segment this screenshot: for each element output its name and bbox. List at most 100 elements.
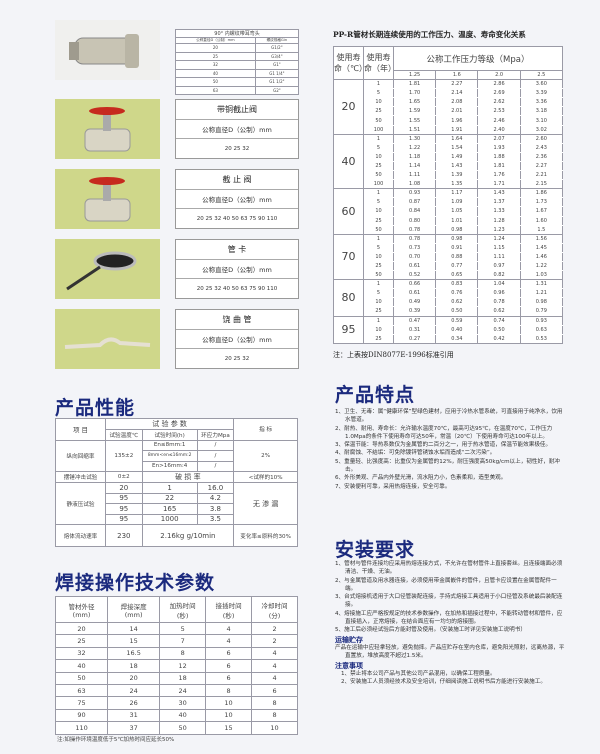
pressure-cell: 0.42 [477, 333, 521, 344]
life-cell: 5 [363, 288, 394, 299]
pressure-cell: 1.70 [392, 88, 437, 99]
pressure-cell: 1.39 [435, 170, 479, 181]
cell: G3/4" [254, 51, 300, 61]
cell: 3.5 [196, 513, 235, 525]
weld-row: 90 31 40 10 8 [54, 708, 298, 723]
temp-cell: 20 [333, 79, 364, 135]
bend-pipe-photo [55, 309, 160, 369]
pressure-cell: 0.78 [477, 297, 521, 308]
pressure-cell: 0.93 [519, 315, 564, 326]
pressure-cell: 1.35 [435, 179, 479, 190]
grade-header: 1.25 [392, 69, 437, 81]
cell: 10 [205, 696, 253, 710]
pressure-cell: 1.11 [392, 170, 437, 181]
cell: En≤8mm:1 [141, 439, 198, 451]
life-cell: 1 [363, 233, 394, 244]
pressure-cell: 1.22 [392, 142, 437, 153]
pressure-cell: 2.53 [477, 106, 521, 117]
cell: 31 [107, 708, 161, 723]
cell: 75 [54, 696, 109, 710]
cell: 10 [251, 721, 298, 735]
cell: 1000 [141, 513, 198, 525]
pressure-cell: 0.80 [392, 215, 437, 226]
pressure-cell: 1.15 [477, 242, 521, 253]
pressure-cell: 1.01 [435, 215, 479, 226]
cell: 26 [107, 696, 161, 710]
cell: G1" [254, 60, 300, 70]
pressure-cell: 2.69 [477, 88, 521, 99]
life-cell: 1 [363, 279, 394, 290]
weld-header: 加热时间(秒) [159, 596, 207, 623]
pressure-cell: 0.96 [477, 288, 521, 299]
life-cell: 5 [363, 142, 394, 153]
row-shrink: 纵向回缩率 [55, 439, 106, 472]
col-time: 试验时间(h) [141, 429, 198, 441]
pressure-cell: 0.34 [435, 333, 479, 344]
performance-heading: 产品性能 [55, 397, 136, 419]
pressure-cell: 0.53 [519, 333, 564, 344]
pressure-cell: 0.65 [435, 270, 479, 281]
pressure-row: 10 1.18 1.49 1.88 2.36 [334, 151, 564, 162]
elbow-col-thread: 螺纹规格Gin [254, 37, 300, 44]
cell: 3.8 [196, 503, 235, 515]
welding-table: 管材外径(mm) 焊接深度(mm) 加热时间(秒) 接插时间(秒) 冷却时间(分) 20… [54, 596, 298, 735]
pressure-cell: 0.98 [435, 233, 479, 244]
notes-title: 注意事项 [335, 661, 363, 670]
product-sizes: 20 25 32 [224, 355, 250, 362]
shrink-index: 2% [233, 439, 298, 472]
pressure-cell: 1.81 [477, 160, 521, 172]
pressure-row: 10 0.31 0.40 0.50 0.63 [334, 324, 564, 335]
weld-row: 50 20 18 6 4 [54, 671, 298, 685]
cell: 6 [205, 646, 253, 661]
col-item: 项 目 [55, 418, 106, 441]
cell: En>16mm:4 [141, 460, 198, 472]
pressure-cell: 2.21 [519, 170, 564, 181]
pressure-row: 40 1 1.30 1.64 2.07 2.60 [333, 133, 564, 190]
elbow-row: 20 G1/2" [175, 43, 300, 53]
pressure-cell: 1.14 [392, 160, 437, 172]
elbow-fitting-icon [69, 34, 139, 68]
product-sizes: 20 25 32 [224, 145, 250, 152]
cell: 50 [175, 77, 256, 87]
pressure-cell: 0.88 [435, 251, 479, 262]
feature-item: 3、保温节能：导热系数仅为金属管的二百分之一，用于热水管道，保温节能效果极佳。 [335, 442, 552, 449]
cell: 4 [251, 671, 298, 685]
pressure-row: 50 1.55 1.96 2.46 3.10 [334, 115, 564, 126]
cell: 8 [205, 683, 253, 698]
grade-header: 2.5 [519, 69, 564, 81]
weld-header: 接插时间(秒) [205, 596, 253, 623]
cell: 2.16kg g/10min [141, 524, 235, 547]
pressure-row: 10 0.70 0.88 1.11 1.46 [334, 251, 564, 262]
cell: 20 [175, 43, 256, 53]
product-name: 截 止 阀 [176, 170, 298, 190]
life-cell: 5 [363, 197, 394, 208]
life-cell: 25 [363, 160, 394, 172]
cell: 50 [159, 721, 207, 735]
pressure-cell: 1.65 [392, 97, 437, 108]
life-cell: 1 [363, 133, 394, 144]
pressure-cell: 0.84 [392, 206, 437, 217]
cell: <试样的10% [233, 471, 298, 483]
elbow-photo [55, 20, 160, 80]
pressure-cell: 0.78 [392, 233, 437, 244]
life-cell: 1 [363, 315, 394, 326]
cell: 50 [54, 671, 109, 685]
cell: 40 [159, 708, 207, 723]
cell: 6 [205, 659, 253, 673]
pressure-cell: 2.08 [435, 97, 479, 108]
cell: 20 [107, 671, 161, 685]
header-temp: 使用寿命（℃） [333, 45, 367, 81]
pressure-cell: 0.77 [435, 260, 479, 272]
life-cell: 50 [363, 270, 394, 281]
cell: 24 [107, 683, 161, 698]
pressure-cell: 3.18 [519, 106, 564, 117]
pressure-cell: 0.62 [435, 297, 479, 308]
cell: 30 [159, 696, 207, 710]
pressure-cell: 3.60 [519, 79, 564, 90]
install-item: 5、施工后必须经试验后方能封管及使用。（安装施工时详见安装施工说明书） [335, 627, 526, 634]
temp-cell: 80 [333, 279, 364, 317]
valve-icon [84, 177, 131, 222]
pressure-cell: 1.03 [519, 270, 564, 281]
weld-header: 管材外径(mm) [54, 596, 109, 623]
storage-title: 运输贮存 [335, 635, 363, 644]
